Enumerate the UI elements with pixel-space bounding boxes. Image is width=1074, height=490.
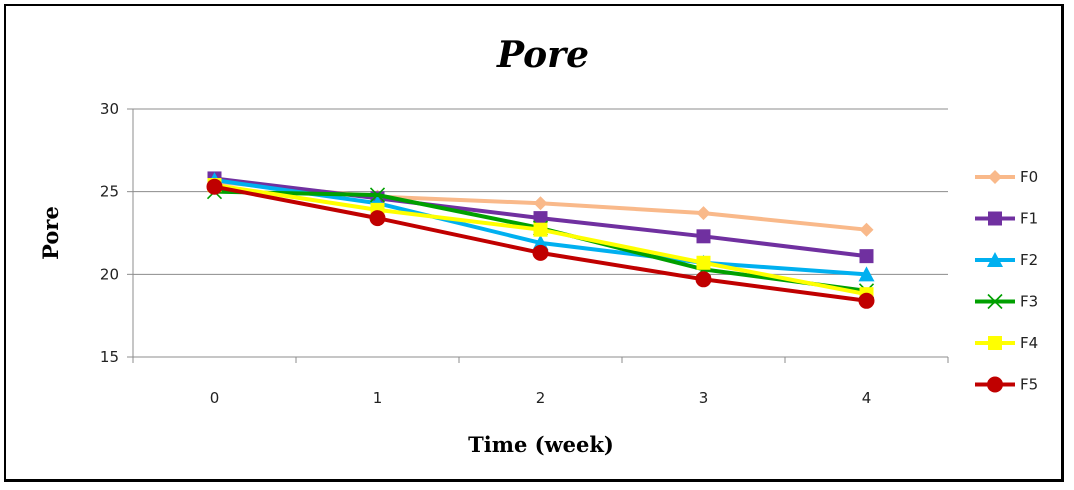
y-axis-title: Pore xyxy=(38,206,63,260)
x-axis-title: Time (week) xyxy=(468,432,614,457)
legend-item-f3: F3 xyxy=(975,293,1038,311)
legend-label: F0 xyxy=(1020,168,1038,186)
y-tick-label: 15 xyxy=(100,348,119,366)
y-tick-label: 30 xyxy=(100,100,119,118)
legend-label: F4 xyxy=(1020,334,1038,352)
legend-marker xyxy=(988,336,1002,350)
legend-marker xyxy=(987,376,1003,393)
data-point-f0 xyxy=(533,196,548,211)
data-point-f5 xyxy=(369,210,386,227)
y-tick-label: 20 xyxy=(100,265,119,283)
y-tick-label: 25 xyxy=(100,183,119,201)
data-point-f1 xyxy=(696,229,711,244)
axes: 15 20 25 30 0 1 2 3 4 xyxy=(100,100,949,407)
legend-item-f5: F5 xyxy=(975,376,1038,394)
data-point-f5 xyxy=(695,271,712,288)
chart-title: Pore xyxy=(496,34,589,76)
data-point-f5 xyxy=(858,292,875,309)
x-tick-label: 0 xyxy=(210,389,220,407)
series-f5 xyxy=(206,178,875,309)
data-point-f5 xyxy=(206,178,223,195)
legend-marker xyxy=(988,170,1002,184)
x-tick-label: 3 xyxy=(699,389,709,407)
legend-item-f1: F1 xyxy=(975,210,1038,228)
legend-item-f4: F4 xyxy=(975,334,1038,352)
legend-label: F5 xyxy=(1020,376,1038,394)
data-point-f0 xyxy=(696,206,711,221)
data-point-f4 xyxy=(533,222,548,237)
legend-label: F2 xyxy=(1020,251,1038,269)
legend-item-f2: F2 xyxy=(975,251,1038,269)
data-point-f2 xyxy=(858,266,875,282)
x-tick-label: 1 xyxy=(373,389,383,407)
legend-marker xyxy=(987,293,1003,310)
legend: F0 F1 F2 F3 F4 F5 xyxy=(975,168,1038,394)
marker-stroke xyxy=(369,187,386,203)
data-point-f3 xyxy=(369,187,386,203)
legend-label: F1 xyxy=(1020,210,1038,228)
legend-marker xyxy=(988,211,1002,226)
data-point-f1 xyxy=(533,211,548,226)
legend-label: F3 xyxy=(1020,293,1038,311)
series-group xyxy=(206,171,875,309)
data-point-f0 xyxy=(859,222,874,237)
x-tick-label: 2 xyxy=(536,389,546,407)
marker-stroke xyxy=(987,293,1003,310)
legend-marker xyxy=(987,252,1003,267)
data-point-f5 xyxy=(532,244,549,261)
legend-item-f0: F0 xyxy=(975,168,1038,186)
data-point-f4 xyxy=(696,255,711,270)
x-tick-label: 4 xyxy=(862,389,872,407)
data-point-f1 xyxy=(859,249,874,264)
